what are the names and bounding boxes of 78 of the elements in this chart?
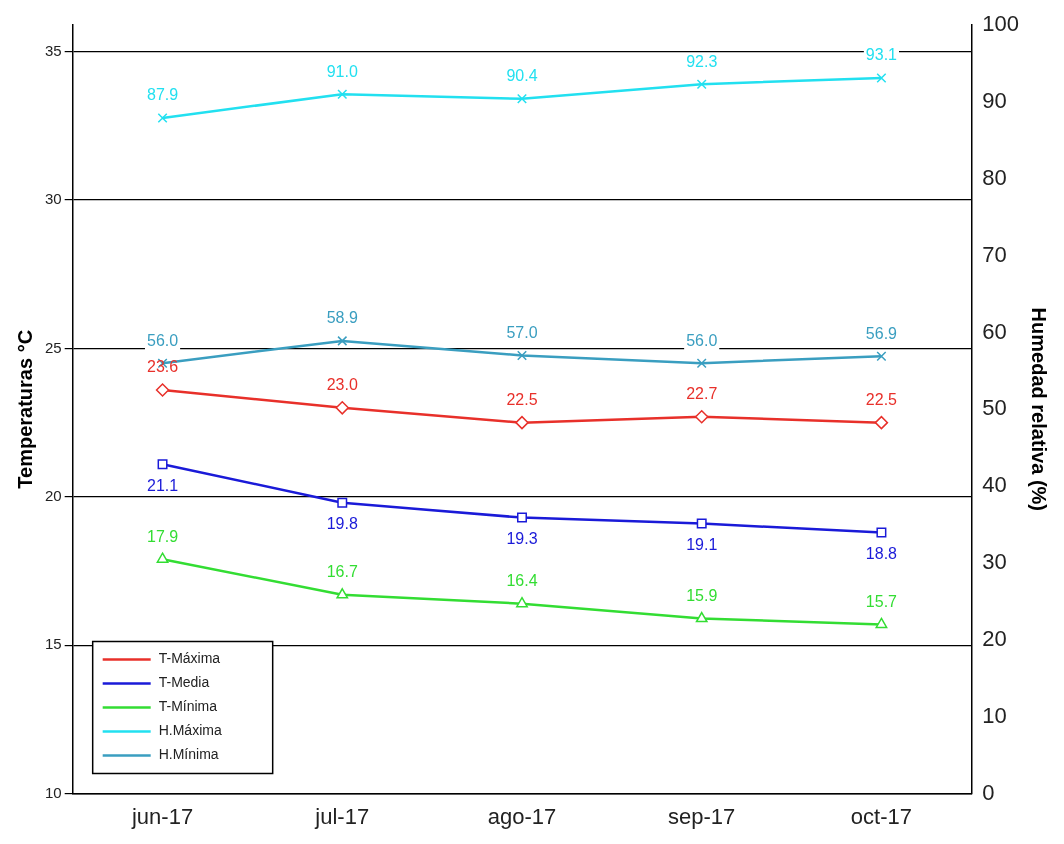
y2-tick-label: 10 [982, 702, 1007, 728]
point [694, 409, 709, 424]
y2-tick-label: 30 [982, 549, 1007, 575]
point [695, 611, 708, 623]
data-label: 58.9 [326, 309, 358, 327]
y-tick-label: 25 [45, 338, 62, 356]
point [337, 335, 348, 346]
y-tick-label: 15 [45, 635, 62, 653]
data-label: 18.8 [865, 544, 898, 562]
point [876, 73, 887, 84]
point [876, 527, 887, 538]
point [876, 351, 887, 362]
point [155, 383, 170, 397]
data-label: 57.0 [506, 323, 538, 341]
y2-axis-title: Humedad relativa (%) [1028, 307, 1051, 511]
point [157, 113, 168, 123]
point [517, 93, 527, 104]
point [515, 415, 529, 430]
legend-label: T-Máxima [158, 650, 221, 667]
x-tick-label: jul-17 [314, 803, 370, 829]
point [696, 358, 707, 369]
y-tick-label: 20 [45, 486, 62, 504]
x-tick-label: ago-17 [487, 803, 557, 829]
data-label: 91.0 [326, 62, 358, 80]
data-label: 19.3 [506, 530, 538, 548]
y2-tick-label: 20 [982, 625, 1007, 651]
y-tick-label: 30 [45, 190, 62, 208]
data-label: 22.5 [506, 391, 538, 409]
data-label: 16.7 [326, 563, 358, 581]
data-label: 87.9 [146, 86, 179, 104]
y-axis-title: Temperaturas °C [13, 329, 36, 489]
legend-label: T-Media [158, 674, 210, 691]
data-label: 22.7 [686, 385, 718, 403]
data-label: 92.3 [686, 52, 718, 70]
data-label: 22.5 [865, 391, 898, 409]
point [337, 89, 348, 100]
point [875, 617, 888, 629]
point [337, 497, 348, 508]
y2-tick-label: 0 [982, 779, 995, 805]
data-label: 17.9 [146, 527, 179, 545]
y2-tick-label: 50 [982, 395, 1007, 421]
x-tick-label: sep-17 [668, 803, 736, 829]
y2-tick-label: 90 [982, 87, 1007, 113]
legend-label: H.Mínima [158, 746, 219, 763]
legend-label: T-Mínima [158, 698, 218, 715]
data-label: 15.7 [865, 592, 898, 610]
y2-tick-label: 70 [982, 241, 1007, 267]
y-tick-label: 35 [45, 41, 62, 59]
data-label: 93.1 [865, 46, 898, 64]
x-tick-label: jun-17 [130, 803, 194, 829]
point [696, 518, 707, 529]
y-tick-label: 10 [45, 783, 62, 801]
point [874, 415, 889, 430]
data-label: 56.9 [865, 324, 898, 342]
data-label: 90.4 [506, 67, 538, 85]
y2-tick-label: 60 [982, 318, 1007, 344]
legend-label: H.Máxima [158, 722, 222, 739]
point [336, 588, 349, 599]
point [335, 401, 350, 415]
point [516, 596, 528, 608]
data-label: 16.4 [506, 572, 538, 590]
y2-tick-label: 40 [982, 472, 1007, 498]
point [157, 459, 168, 470]
data-label: 23.0 [326, 376, 358, 394]
data-label: 19.1 [686, 535, 718, 553]
point [696, 79, 707, 90]
point [517, 350, 527, 361]
data-label: 21.1 [146, 476, 179, 494]
data-label: 56.0 [686, 331, 718, 349]
point [517, 512, 527, 523]
data-label: 56.0 [146, 331, 179, 349]
data-label: 15.9 [686, 586, 718, 604]
y2-tick-label: 100 [982, 11, 1020, 37]
x-tick-label: oct-17 [850, 803, 913, 829]
data-label: 23.6 [146, 358, 179, 376]
point [156, 552, 169, 563]
data-label: 19.8 [326, 515, 358, 533]
y2-tick-label: 80 [982, 164, 1007, 190]
